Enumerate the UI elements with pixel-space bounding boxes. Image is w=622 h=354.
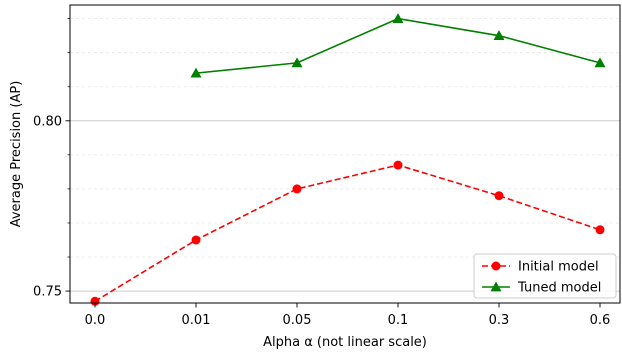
y-tick-label: 0.80 [33,114,62,129]
legend-label: Initial model [518,260,599,275]
data-point [90,296,100,306]
series-line [195,17,601,74]
x-tick-label: 0.6 [590,313,611,328]
legend-entry: Initial model [482,260,599,275]
data-point [190,67,202,78]
data-point [494,191,504,201]
x-axis-label: Alpha α (not linear scale) [263,335,427,350]
data-point [291,57,303,68]
series-line [94,164,601,302]
x-tick-label: 0.1 [388,313,409,328]
x-tick-label: 0.01 [182,313,211,328]
legend-entry: Tuned model [482,281,601,296]
y-axis-label: Average Precision (AP) [9,81,24,228]
series-initial-model [90,160,605,306]
data-point [491,261,501,271]
series-tuned-model [190,13,606,78]
series-layer [90,13,606,306]
data-point [595,225,605,235]
grid-lines [70,18,620,292]
data-point [393,160,403,170]
plot-frame [69,4,621,304]
x-tick-label: 0.0 [85,313,106,328]
y-tick-label: 0.75 [33,285,62,300]
data-point [594,57,606,68]
data-point [191,235,201,245]
data-point [292,184,302,194]
x-tick-label: 0.05 [283,313,312,328]
axes-ticks: 0.75 0.80 0.0 0.01 0.05 0.1 0.3 0.6 [33,18,611,328]
data-point [490,281,502,292]
data-point [493,30,505,41]
data-point [392,13,404,24]
legend-label: Tuned model [517,281,601,296]
x-tick-label: 0.3 [489,313,510,328]
legend: Initial model Tuned model [473,253,617,299]
